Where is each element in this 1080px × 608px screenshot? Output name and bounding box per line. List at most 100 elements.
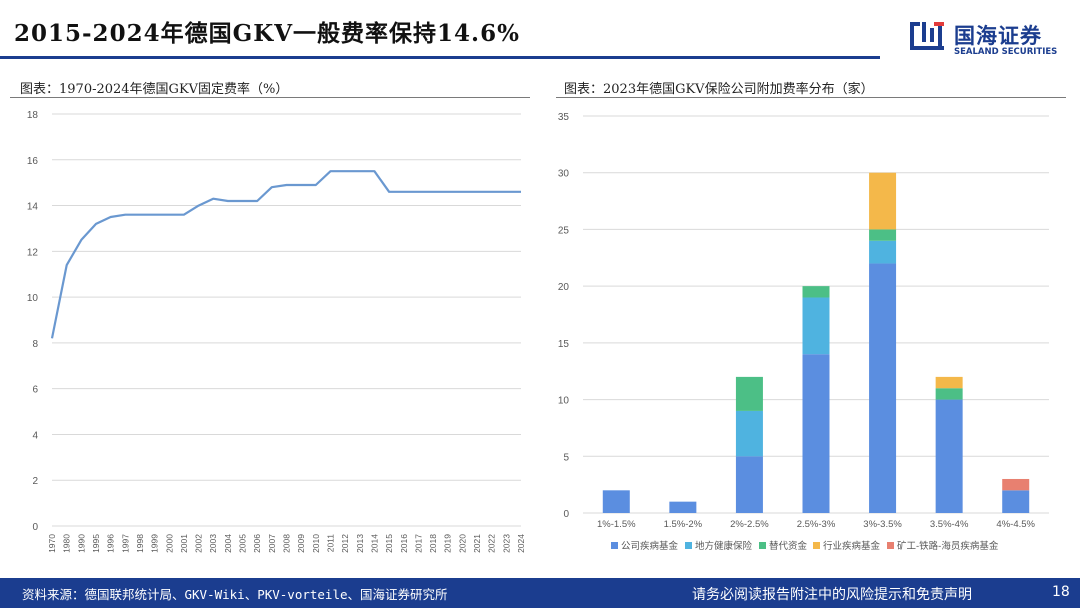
legend-swatch [759, 542, 766, 549]
x-tick-label: 2.5%-3% [797, 519, 836, 530]
slide-title: 2015-2024年德国GKV一般费率保持14.6% [14, 20, 520, 47]
x-tick-label: 1996 [106, 534, 116, 553]
bar-segment [602, 490, 630, 513]
x-tick-label: 2016 [399, 534, 409, 553]
y-tick-label: 8 [32, 339, 38, 350]
x-tick-label: 2024 [516, 534, 526, 553]
bar-segment [869, 263, 897, 513]
x-tick-label: 2009 [296, 534, 306, 553]
x-tick-label: 2012 [340, 534, 350, 553]
x-tick-label: 2022 [487, 534, 497, 553]
x-tick-label: 2007 [267, 534, 277, 553]
y-tick-label: 2 [32, 476, 38, 487]
y-tick-label: 0 [32, 522, 38, 533]
x-tick-label: 1980 [62, 534, 72, 553]
x-tick-label: 1970 [47, 534, 57, 553]
x-tick-label: 2013 [355, 534, 365, 553]
legend-label: 替代资金 [769, 540, 808, 552]
x-tick-label: 2018 [428, 534, 438, 553]
bar-segment [735, 410, 763, 457]
y-tick-label: 10 [558, 396, 570, 407]
x-tick-label: 1990 [76, 534, 86, 553]
footer-bar: 资料来源：德国联邦统计局、GKV-Wiki、PKV-vorteile、国海证券研… [0, 578, 1080, 608]
x-tick-label: 2008 [282, 534, 292, 553]
bar-segment [735, 456, 763, 513]
sealand-logo-icon [910, 22, 944, 50]
y-tick-label: 35 [558, 112, 570, 123]
x-tick-label: 2019 [443, 534, 453, 553]
y-tick-label: 25 [558, 225, 570, 236]
footer-source: 资料来源：德国联邦统计局、GKV-Wiki、PKV-vorteile、国海证券研… [22, 587, 448, 602]
y-tick-label: 0 [563, 509, 569, 520]
y-tick-label: 15 [558, 339, 570, 350]
bar-segment [935, 399, 963, 513]
stacked-bar-chart: 0 5 10 15 20 25 30 35 1%-1.5% 1.5%-2% 2%-2.5% 2.5%-… [558, 112, 1049, 552]
x-tick-label: 2000 [164, 534, 174, 553]
footer-disclaimer: 请务必阅读报告附注中的风险提示和免责声明 [692, 587, 972, 603]
y-tick-label: 6 [32, 385, 38, 396]
x-tick-label: 1998 [135, 534, 145, 553]
legend-label: 行业疾病基金 [823, 540, 881, 552]
left-panel-rule [10, 97, 530, 98]
legend-swatch [813, 542, 820, 549]
y-tick-label: 14 [27, 202, 39, 213]
y-tick-label: 16 [27, 156, 39, 167]
x-tick-label: 2%-2.5% [730, 519, 769, 530]
x-tick-label: 2023 [501, 534, 511, 553]
x-tick-label: 2001 [179, 534, 189, 553]
y-tick-label: 30 [558, 169, 570, 180]
x-tick-label: 2010 [311, 534, 321, 553]
bar-segment [802, 286, 830, 298]
bar-segment [869, 229, 897, 241]
x-tick-label: 1999 [150, 534, 160, 553]
legend-swatch [611, 542, 618, 549]
bar-segment [735, 376, 763, 411]
x-tick-label: 2004 [223, 534, 233, 553]
bar-segment [935, 376, 963, 389]
legend-swatch [887, 542, 894, 549]
bar-segment [869, 240, 897, 264]
right-panel-rule [556, 97, 1066, 98]
bar-segment [869, 172, 897, 230]
legend-swatch [685, 542, 692, 549]
x-tick-label: 1997 [120, 534, 130, 553]
x-tick-label: 2005 [238, 534, 248, 553]
y-tick-label: 5 [563, 452, 569, 463]
x-tick-label: 2011 [325, 534, 335, 553]
page-number: 18 [1052, 584, 1070, 600]
logo-name-en: SEALAND SECURITIES [954, 47, 1058, 57]
x-tick-label: 2014 [369, 534, 379, 553]
bar-segment [1002, 490, 1030, 513]
y-tick-label: 12 [27, 247, 39, 258]
x-tick-label: 3%-3.5% [863, 519, 902, 530]
bar-segment [935, 388, 963, 400]
x-tick-label: 1995 [91, 534, 101, 553]
bar-segment [1002, 478, 1030, 491]
series-line [50, 170, 521, 339]
legend-label: 公司疾病基金 [621, 540, 679, 552]
legend-label: 地方健康保险 [695, 540, 753, 552]
y-tick-label: 4 [32, 430, 38, 441]
legend-label: 矿工-铁路-海员疾病基金 [897, 540, 999, 552]
x-tick-label: 2003 [208, 534, 218, 553]
x-tick-label: 2021 [472, 534, 482, 553]
x-tick-label: 3.5%-4% [930, 519, 969, 530]
x-tick-label: 2002 [194, 534, 204, 553]
x-tick-label: 2006 [252, 534, 262, 553]
company-logo: 国海证券 SEALAND SECURITIES [908, 18, 1068, 58]
bar-segment [802, 297, 830, 355]
x-tick-label: 2017 [413, 534, 423, 553]
y-tick-label: 10 [27, 293, 39, 304]
bar-segment [802, 354, 830, 513]
x-tick-label: 1%-1.5% [597, 519, 636, 530]
header-rule [0, 56, 880, 59]
bar-segment [669, 501, 697, 513]
y-tick-label: 20 [558, 282, 570, 293]
x-tick-label: 1.5%-2% [664, 519, 703, 530]
y-tick-label: 18 [27, 110, 39, 121]
logo-name-cn: 国海证券 [954, 24, 1042, 48]
left-chart-title: 图表：1970-2024年德国GKV固定费率（%） [20, 82, 289, 97]
x-tick-label: 2015 [384, 534, 394, 553]
right-chart-title: 图表：2023年德国GKV保险公司附加费率分布（家） [564, 82, 874, 97]
x-tick-label: 4%-4.5% [996, 519, 1035, 530]
